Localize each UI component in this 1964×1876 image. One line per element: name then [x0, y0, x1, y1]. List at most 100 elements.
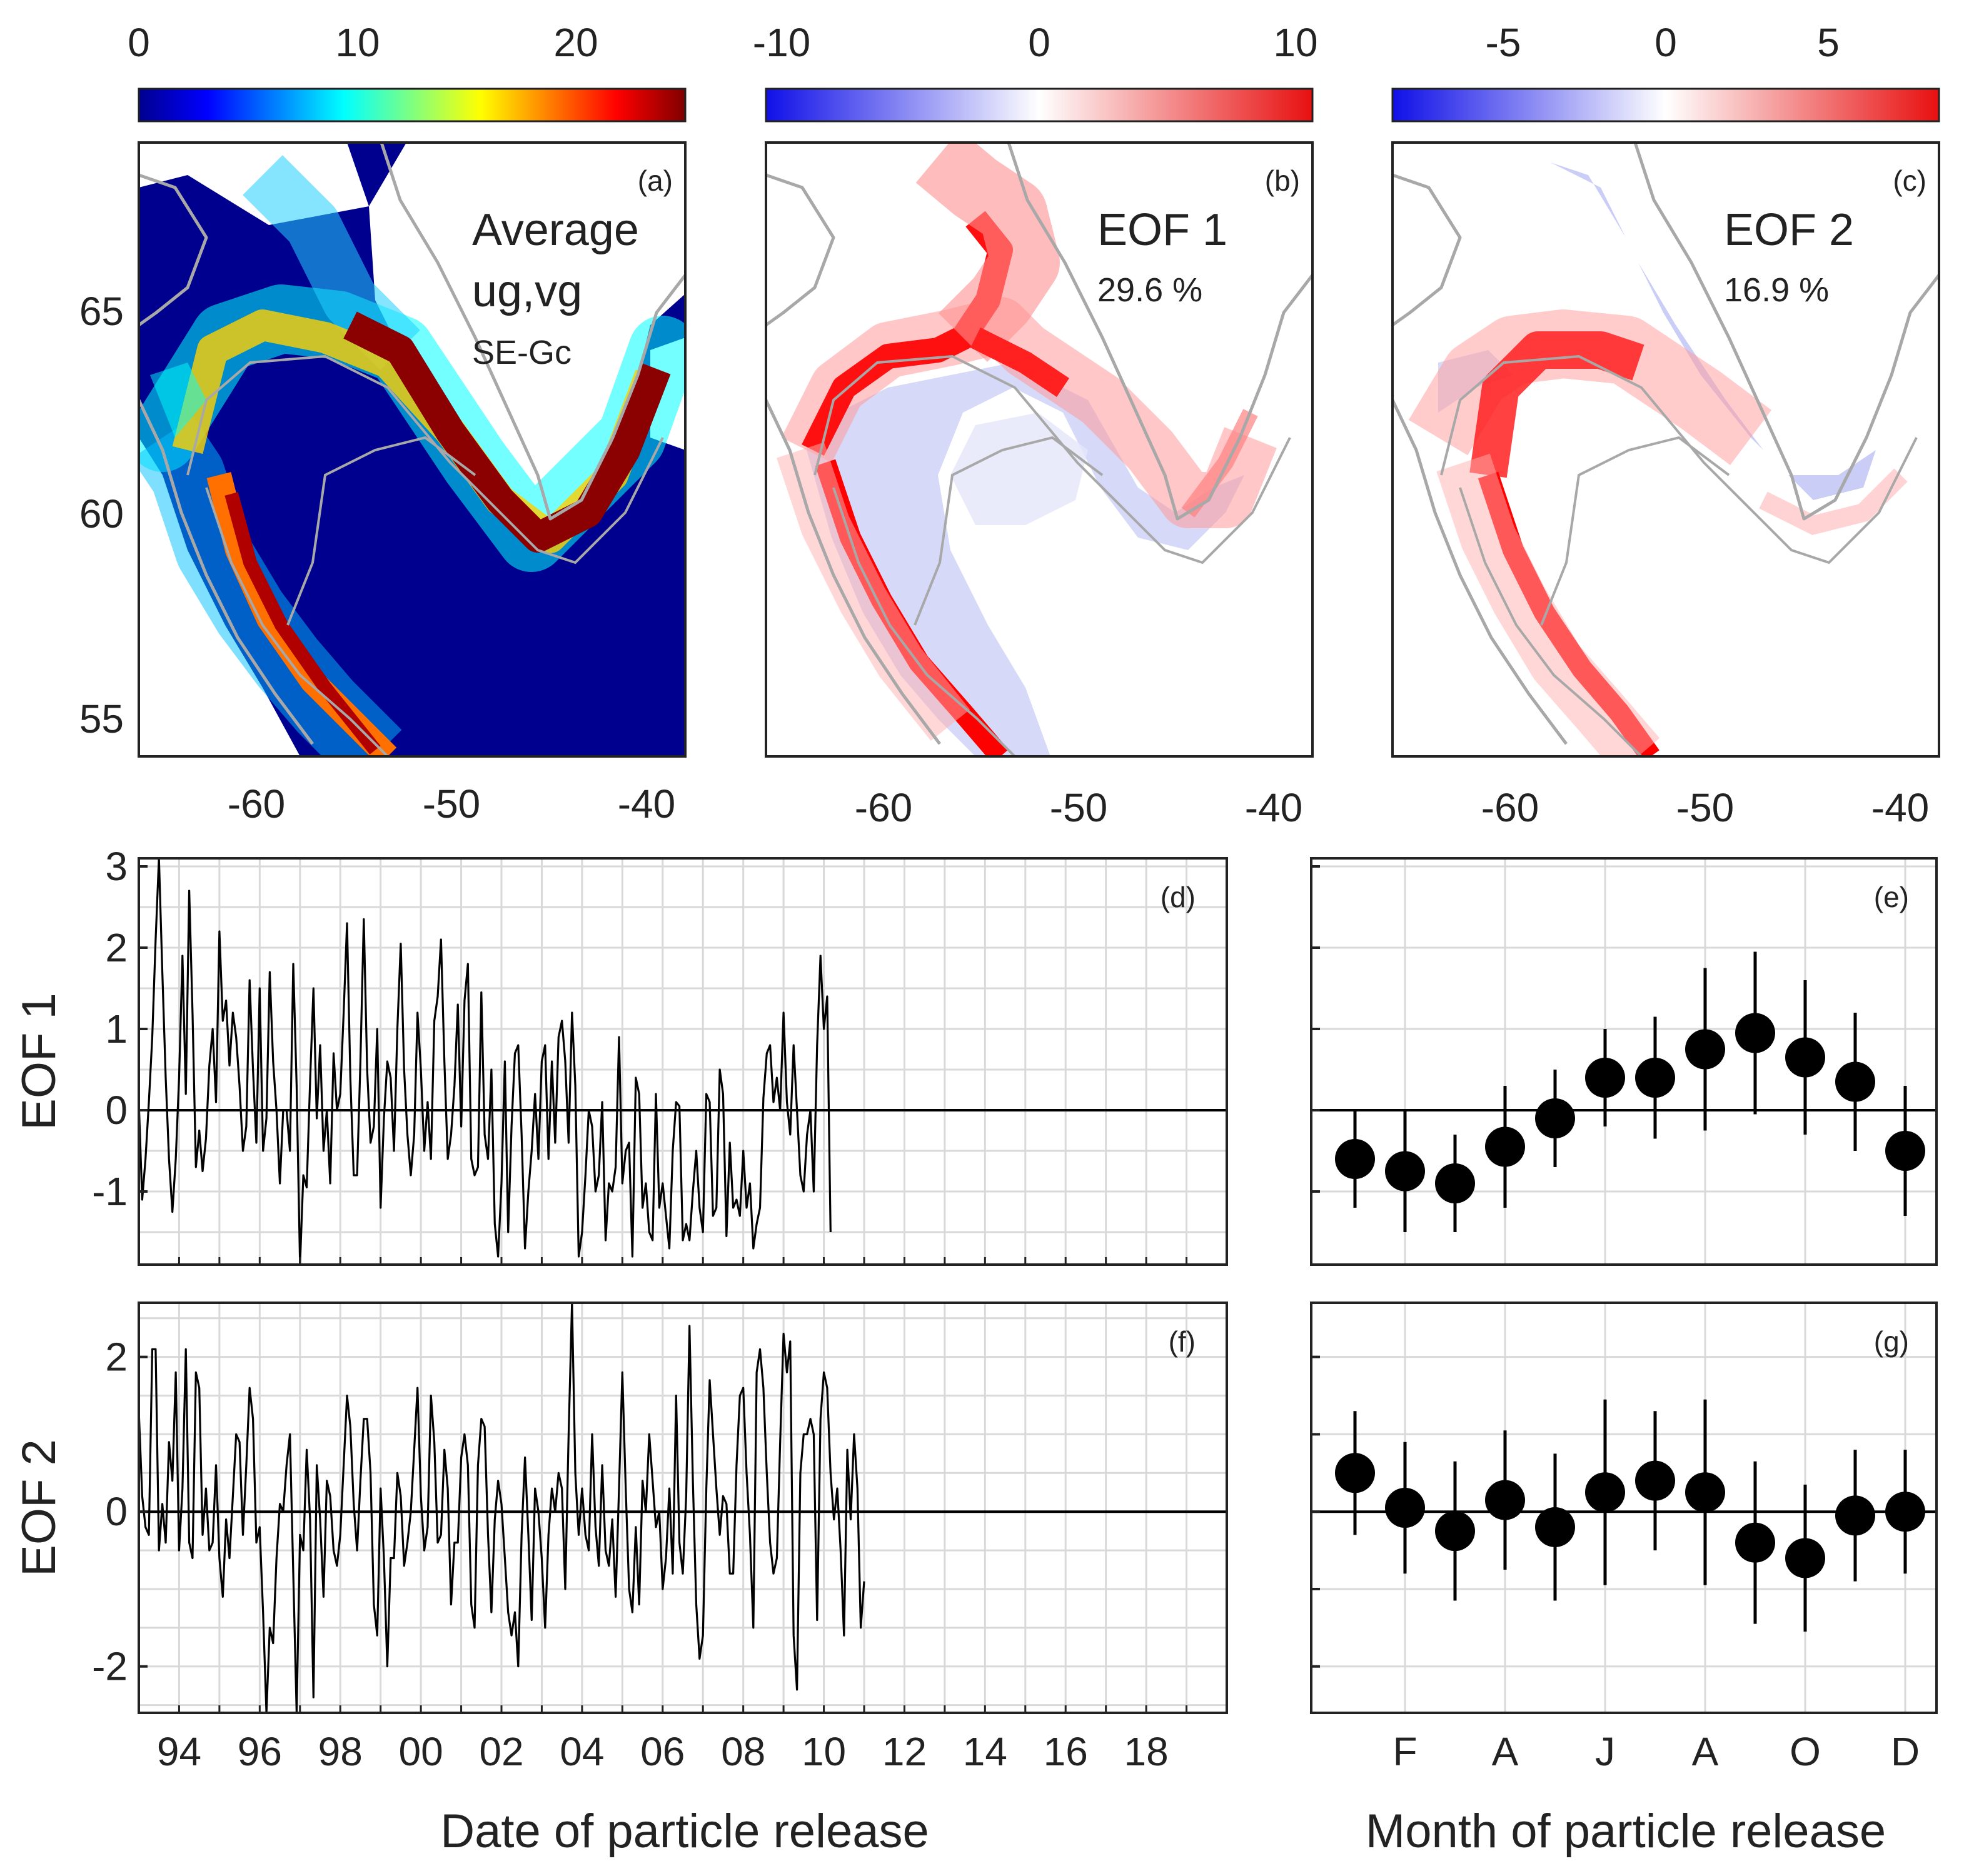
- data-point: [1485, 1480, 1525, 1520]
- colorbar-b: -10 0 10: [753, 20, 1318, 123]
- map-a-xtick-60: -60: [228, 781, 286, 826]
- map-a-ytick-55: 55: [79, 696, 124, 741]
- map-a-annotation-line2: ug,vg: [472, 266, 582, 316]
- colorbar-a: 0 10 20: [128, 20, 687, 123]
- map-a-coastline: [139, 143, 685, 756]
- x-tick-label: D: [1891, 1729, 1920, 1774]
- y-tick-label: -2: [92, 1644, 128, 1689]
- data-point: [1885, 1492, 1925, 1532]
- map-panel-b: (b) EOF 1 29.6 % -60 -50 -40: [765, 141, 1314, 830]
- data-point: [1385, 1151, 1425, 1191]
- y-tick-label: 3: [105, 844, 128, 889]
- data-point: [1785, 1538, 1825, 1578]
- map-b-frame: [765, 141, 1314, 758]
- map-a-xtick-40: -40: [618, 781, 676, 826]
- data-point: [1435, 1163, 1475, 1203]
- x-axis-label-month: Month of particle release: [1366, 1805, 1886, 1858]
- data-point: [1785, 1037, 1825, 1078]
- monthly-panel-g: F A J A O D (g): [1310, 1302, 1938, 1774]
- x-tick-label: F: [1392, 1729, 1417, 1774]
- data-point: [1685, 1472, 1725, 1513]
- data-point: [1685, 1029, 1725, 1070]
- data-point: [1585, 1058, 1625, 1098]
- x-tick-label: 04: [560, 1729, 604, 1774]
- panel-label: (f): [1169, 1325, 1196, 1358]
- monthly-panel-e: (e): [1310, 857, 1938, 1266]
- x-tick-label: 06: [640, 1729, 685, 1774]
- map-a-xtick-50: -50: [423, 781, 481, 826]
- data-point: [1535, 1098, 1575, 1138]
- data-point: [1585, 1472, 1625, 1513]
- map-b-xtick-60: -60: [855, 785, 913, 830]
- data-point: [1835, 1495, 1875, 1536]
- y-tick-label: 0: [105, 1088, 128, 1133]
- map-b-annotation-percent: 29.6 %: [1097, 271, 1202, 309]
- colorbar-c-tick-2: 5: [1817, 20, 1840, 65]
- map-c-frame: [1391, 141, 1940, 758]
- colorbar-a-tick-1: 10: [335, 20, 380, 65]
- colorbar-c: -5 0 5: [1391, 20, 1940, 123]
- panel-label: (e): [1874, 881, 1909, 913]
- x-tick-label: O: [1790, 1729, 1821, 1774]
- panel-label-b: (b): [1265, 164, 1300, 197]
- map-a-ytick-65: 65: [79, 289, 124, 334]
- y-tick-label: 2: [105, 1335, 128, 1380]
- time-series-panel-f: 2 0 -2 94 96 98 00 02 04 06 08 10 12 14 16 18 (f) EOF 2: [13, 1302, 1228, 1774]
- x-tick-label: 18: [1124, 1729, 1169, 1774]
- data-point: [1335, 1139, 1375, 1179]
- x-tick-label: 96: [238, 1729, 282, 1774]
- colorbar-b-tick-2: 10: [1273, 20, 1317, 65]
- map-c-xtick-50: -50: [1676, 785, 1735, 830]
- y-axis-label: EOF 2: [13, 1439, 66, 1577]
- x-tick-label: 08: [721, 1729, 765, 1774]
- x-tick-label: A: [1692, 1729, 1719, 1774]
- x-tick-label: 98: [318, 1729, 363, 1774]
- axes-frame: [138, 857, 1228, 1266]
- map-c-annotation-title: EOF 2: [1724, 205, 1854, 255]
- axes-frame: [138, 1302, 1228, 1714]
- map-b-xtick-50: -50: [1050, 785, 1108, 830]
- x-tick-label: 10: [802, 1729, 846, 1774]
- map-a-annotation-line3: SE-Gc: [472, 334, 572, 371]
- x-tick-label: 94: [157, 1729, 201, 1774]
- map-panel-c: (c) EOF 2 16.9 % -60 -50 -40: [1391, 141, 1940, 830]
- map-c-xtick-40: -40: [1871, 785, 1930, 830]
- data-point: [1885, 1131, 1925, 1171]
- map-c-field: [1408, 163, 1908, 756]
- x-axis-label-date: Date of particle release: [440, 1805, 929, 1858]
- axes-frame: [1310, 1302, 1938, 1714]
- colorbar-a-tick-0: 0: [128, 20, 150, 65]
- colorbar-c-tick-1: 0: [1654, 20, 1677, 65]
- data-point: [1735, 1013, 1775, 1053]
- map-c-coastline: [1392, 143, 1939, 756]
- map-a-annotation-line1: Average: [472, 205, 639, 255]
- colorbar-c-tick-0: -5: [1486, 20, 1521, 65]
- panel-label: (g): [1874, 1325, 1909, 1358]
- map-b-annotation-title: EOF 1: [1097, 205, 1227, 255]
- y-axis-label: EOF 1: [13, 993, 66, 1130]
- panel-label: (d): [1161, 881, 1196, 913]
- colorbar-b-tick-0: -10: [753, 20, 811, 65]
- map-b-coastline: [766, 143, 1312, 756]
- map-c-annotation-percent: 16.9 %: [1724, 271, 1829, 309]
- data-point: [1635, 1460, 1675, 1501]
- map-b-field: [777, 143, 1277, 756]
- panel-label-a: (a): [638, 164, 673, 197]
- x-tick-label: 14: [963, 1729, 1007, 1774]
- map-a-ytick-60: 60: [79, 491, 124, 536]
- data-point: [1535, 1507, 1575, 1547]
- y-tick-label: 1: [105, 1006, 128, 1051]
- data-point: [1835, 1061, 1875, 1102]
- data-point: [1335, 1453, 1375, 1493]
- map-a-frame: [138, 141, 687, 758]
- map-b-xtick-40: -40: [1245, 785, 1303, 830]
- series-line: [138, 1302, 865, 1714]
- x-tick-label: 00: [399, 1729, 443, 1774]
- colorbar-b-tick-1: 0: [1028, 20, 1050, 65]
- panel-label-c: (c): [1893, 164, 1926, 197]
- axes-frame: [1310, 857, 1938, 1266]
- colorbar-a-tick-2: 20: [553, 20, 598, 65]
- data-point: [1735, 1522, 1775, 1563]
- map-panel-a: (a) Average ug,vg SE-Gc 65 60 55 -60 -50…: [79, 141, 687, 826]
- x-tick-label: 16: [1044, 1729, 1088, 1774]
